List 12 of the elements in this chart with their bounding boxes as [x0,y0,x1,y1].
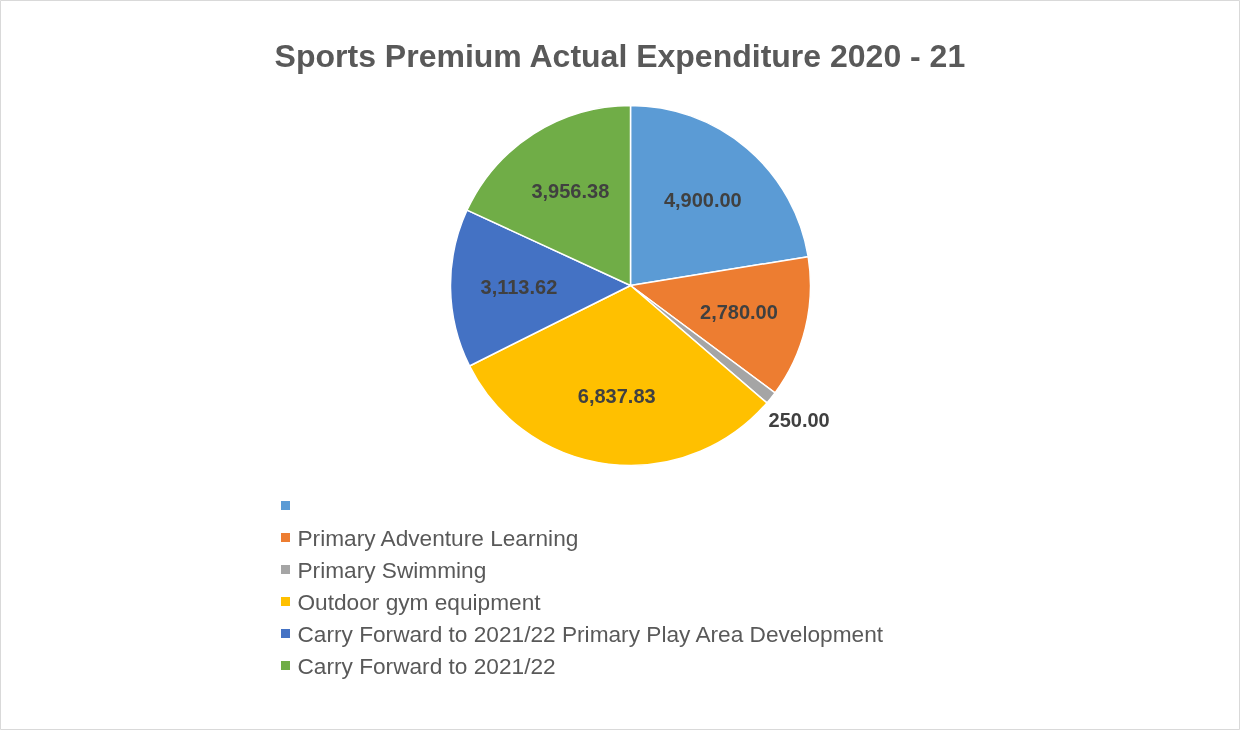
data-label: 3,113.62 [480,276,558,299]
legend-label: Carry Forward to 2021/22 [297,652,556,679]
data-label: 250.00 [768,409,830,432]
legend-label: Primary Adventure Learning [297,524,579,551]
chart-title: Sports Premium Actual Expenditure 2020 - 21 [274,37,966,74]
data-label: 3,956.38 [531,180,610,203]
data-label: 6,837.83 [577,385,656,408]
data-label: 2,780.00 [700,300,778,323]
legend-label: Carry Forward to 2021/22 Primary Play Area Development [297,620,884,647]
data-label: 4,900.00 [663,189,742,212]
legend-label: Primary Swimming [297,556,487,583]
legend-label: Outdoor gym equipment [297,588,542,615]
